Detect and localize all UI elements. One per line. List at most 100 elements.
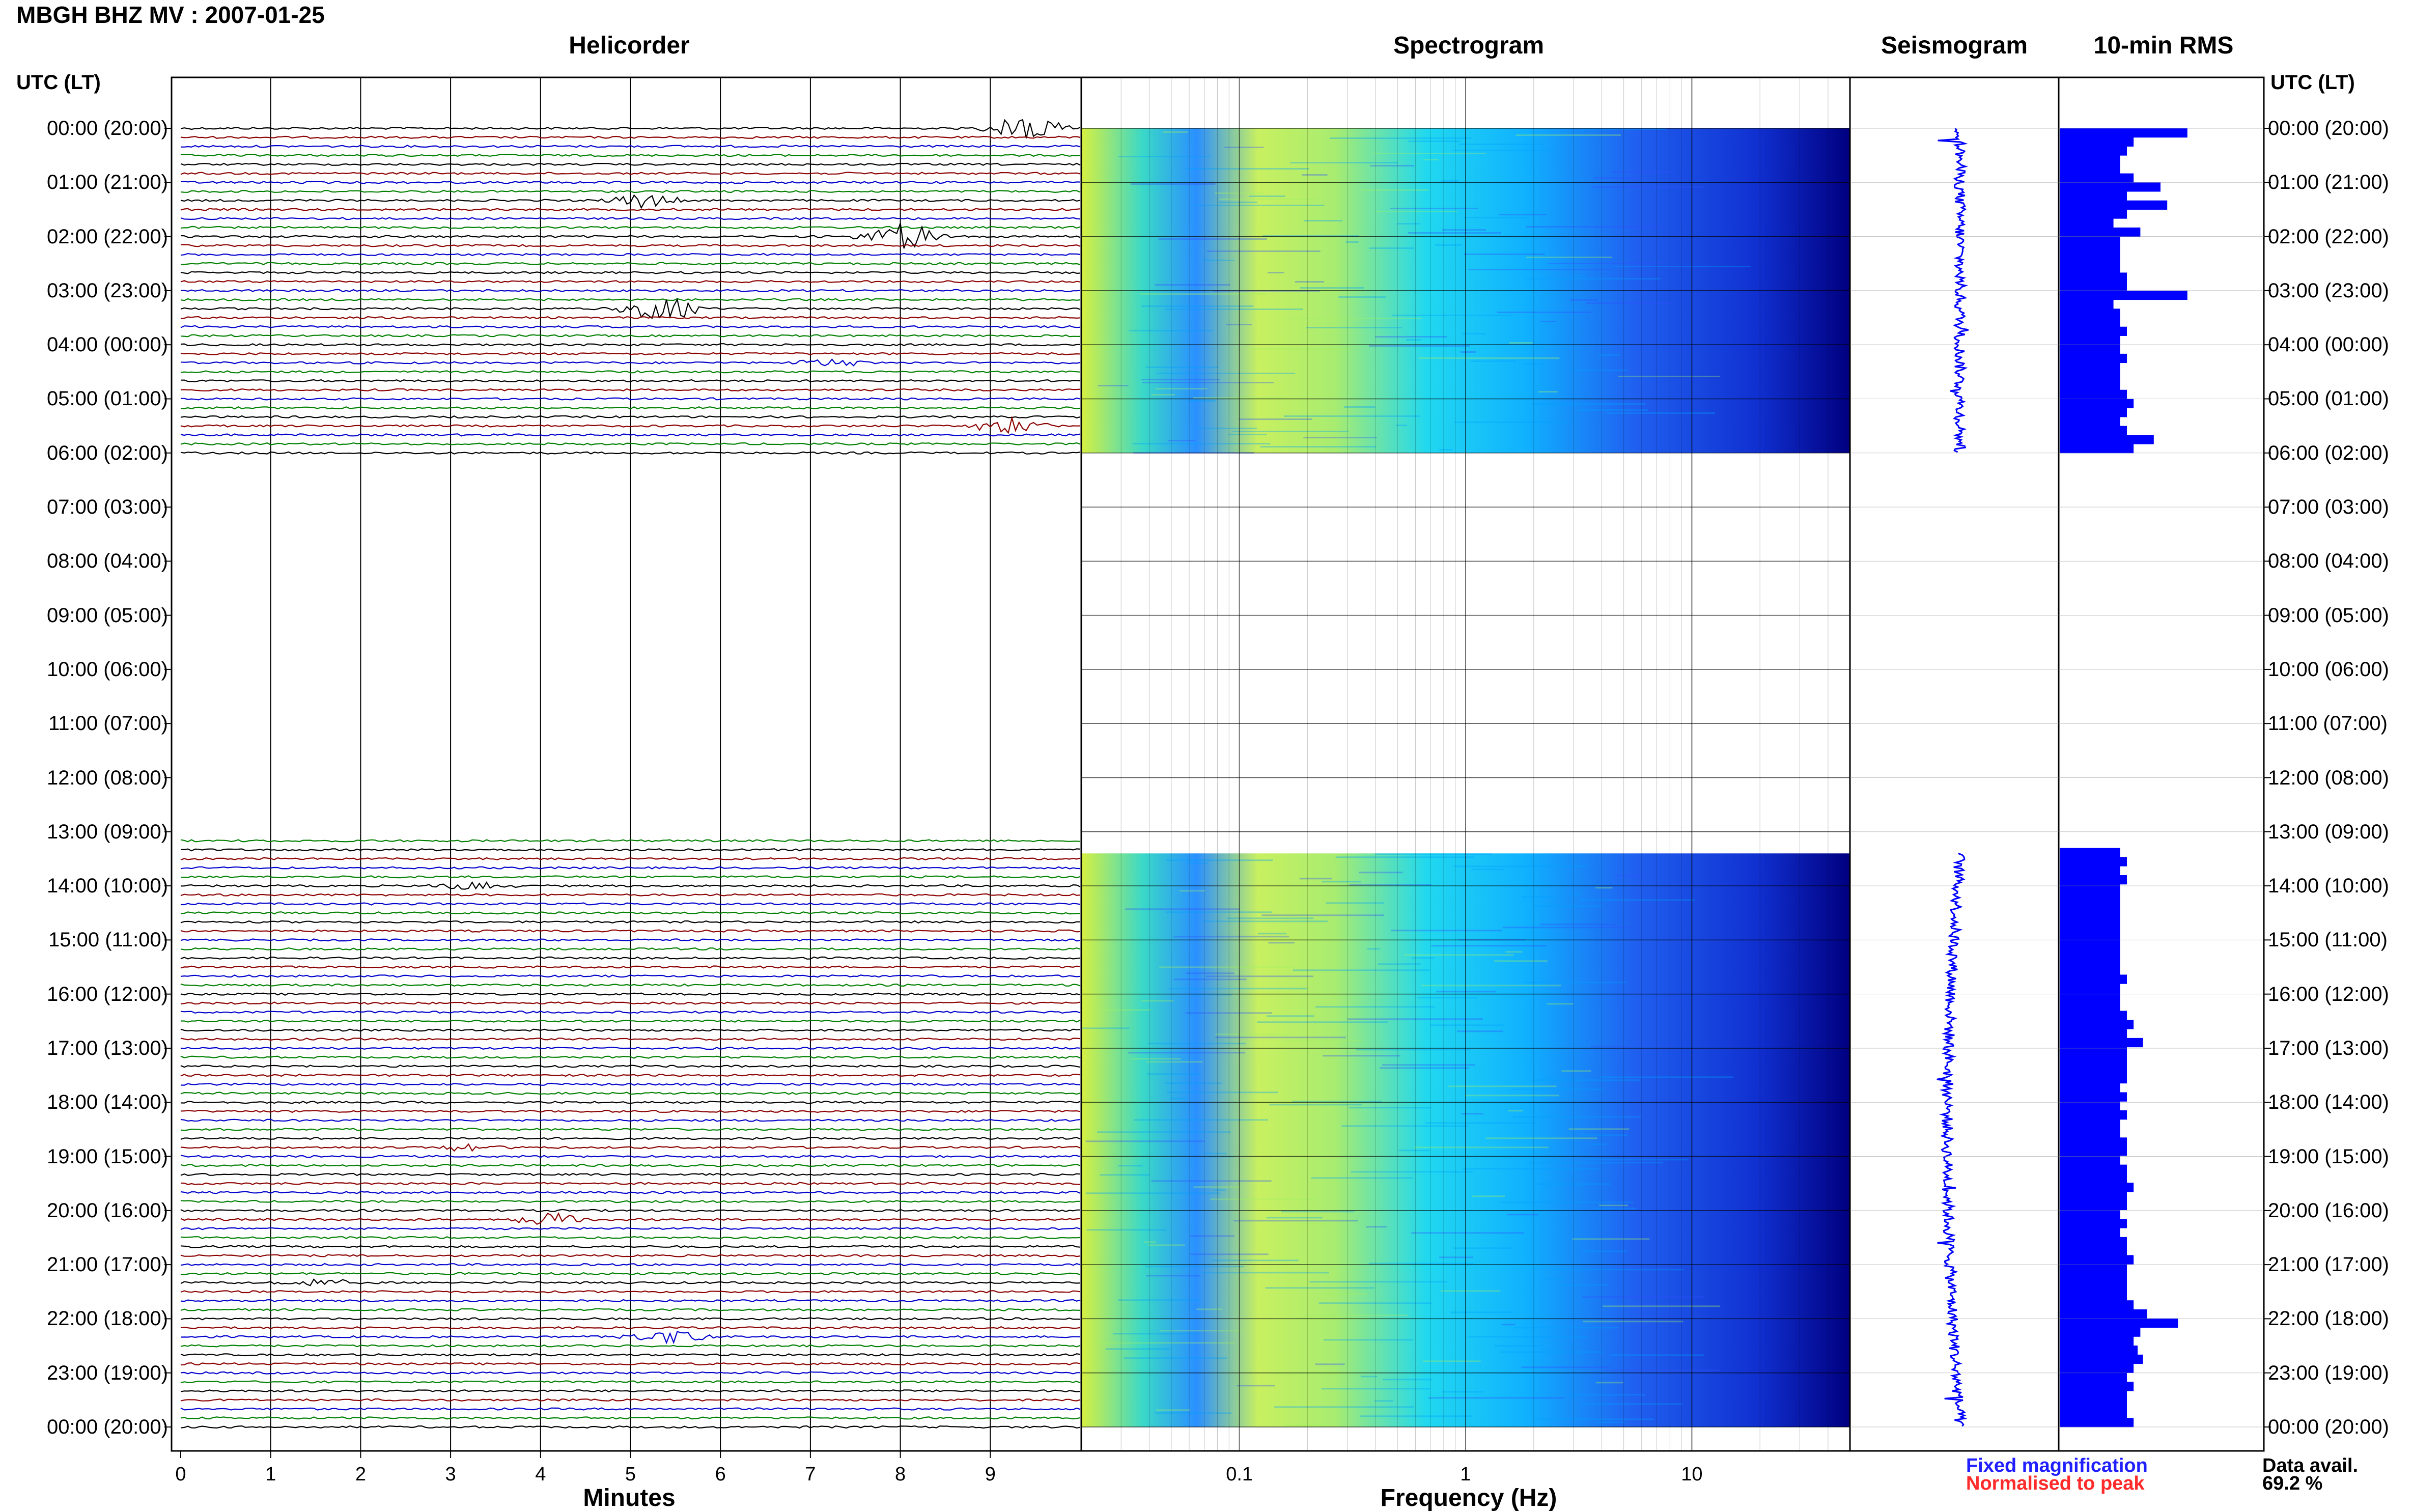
spectrogram-streak — [1430, 1024, 1504, 1026]
helicorder-trace — [180, 1263, 1081, 1267]
spectrogram-streak — [1596, 1421, 1625, 1423]
spectrogram-streak — [1526, 278, 1661, 279]
helicorder-title: Helicorder — [569, 32, 690, 59]
spectrogram-streak — [1511, 1088, 1604, 1090]
spectrogram-streak — [1613, 266, 1751, 267]
rms-bar — [2060, 372, 2120, 381]
rms-bar — [2060, 1183, 2134, 1192]
helicorder-trace — [180, 1227, 1081, 1230]
time-label-right: 10:00 (06:00) — [2268, 658, 2389, 681]
spectrogram-streak — [1141, 1000, 1174, 1002]
rms-bar — [2060, 173, 2134, 183]
spectrogram-streak — [1262, 235, 1359, 237]
spectrogram-streak — [1526, 257, 1612, 258]
helicorder-trace — [180, 1109, 1081, 1113]
rms-bar — [2060, 965, 2120, 975]
spectrogram-streak — [1160, 1330, 1243, 1332]
spectrogram-streak — [1142, 382, 1274, 383]
time-label-right: 00:00 (20:00) — [2268, 1416, 2389, 1438]
spectrogram-streak — [1441, 180, 1459, 182]
helicorder-trace — [180, 343, 1081, 347]
rms-bar — [2060, 984, 2120, 993]
rms-frame — [2058, 76, 2265, 1452]
spectrogram-streak — [1207, 250, 1321, 252]
spectrogram-streak — [1439, 1256, 1473, 1258]
spectrogram-streak — [1326, 902, 1385, 904]
rms-bar — [2060, 353, 2127, 363]
spectrogram-streak — [1582, 128, 1667, 130]
spectrogram-streak — [1155, 388, 1207, 389]
spectrogram-streak — [1321, 1293, 1367, 1295]
helicorder-trace — [180, 938, 1081, 942]
rms-bar — [2060, 920, 2120, 930]
spectrogram-streak — [1458, 144, 1541, 145]
helicorder-frame — [171, 76, 1082, 1452]
rms-bar — [2060, 1418, 2134, 1427]
helicorder-trace — [180, 1317, 1081, 1321]
time-label-left: 18:00 (14:00) — [47, 1091, 168, 1114]
spectrogram-streak — [1494, 1345, 1541, 1347]
rms-bar — [2060, 381, 2120, 390]
helicorder-trace — [180, 947, 1081, 951]
spectrogram-streak — [1497, 312, 1591, 313]
hour-gridlines — [164, 128, 2271, 1427]
rms-bar — [2060, 389, 2127, 399]
spectrogram-streak — [1378, 963, 1421, 965]
spectrogram-streak — [1411, 1232, 1524, 1234]
spectrogram-streak — [1293, 969, 1430, 971]
spectrogram-streak — [1448, 1085, 1557, 1087]
spectrogram-streak — [1227, 917, 1314, 919]
spectrogram-streak — [1163, 131, 1188, 133]
spectrogram-streak — [1419, 357, 1560, 359]
helicorder-trace — [180, 334, 1081, 338]
rms-bar — [2060, 200, 2168, 210]
time-label-right: 18:00 (14:00) — [2268, 1091, 2389, 1114]
spectrogram-streak — [1185, 168, 1309, 170]
time-label-right: 13:00 (09:00) — [2268, 820, 2389, 843]
spectrogram-streak — [1105, 1348, 1170, 1350]
spectrogram-streak — [1499, 214, 1547, 215]
helicorder-trace — [180, 1143, 1081, 1152]
rms-bar — [2060, 1291, 2127, 1301]
spectrogram-streak — [1614, 875, 1643, 877]
spectrogram-streak — [1526, 226, 1664, 228]
rms-bar — [2060, 218, 2114, 228]
rms-bar — [2060, 1083, 2120, 1093]
rms-bar — [2060, 1119, 2120, 1129]
spectrogram-streak — [1467, 1336, 1587, 1338]
spectrogram-streak — [1165, 309, 1304, 310]
time-label-left: 00:00 (20:00) — [47, 1416, 168, 1438]
helicorder-trace — [180, 1055, 1081, 1059]
spectrogram-streak — [1269, 1104, 1362, 1106]
rms-bar — [2060, 947, 2120, 957]
rms-bar — [2060, 1092, 2127, 1102]
helicorder-trace — [180, 911, 1081, 915]
helicorder-trace — [181, 289, 1081, 293]
spectrogram-panel — [1080, 76, 1851, 1452]
time-label-right: 22:00 (18:00) — [2268, 1307, 2389, 1330]
spectrogram-streak — [1318, 1302, 1432, 1304]
spectrogram-streak — [1304, 220, 1342, 221]
spectrogram-streak — [1494, 960, 1548, 962]
rms-bar — [2060, 911, 2120, 921]
time-label-left: 04:00 (00:00) — [47, 333, 168, 356]
spectrogram-streak — [1232, 431, 1349, 432]
spectrogram-streak — [1081, 1027, 1130, 1029]
helicorder-xtick: 0 — [175, 1464, 186, 1485]
spectrogram-streak — [1193, 994, 1232, 996]
rms-bar — [2060, 227, 2141, 237]
helicorder-trace — [180, 920, 1081, 924]
spectrogram-streak — [1549, 1269, 1684, 1271]
spectrogram-streak — [1284, 318, 1422, 319]
spectrogram-streak — [1303, 437, 1377, 438]
spectrogram-streak — [1096, 1342, 1235, 1344]
spectrogram-streak — [1151, 1180, 1272, 1182]
helicorder-xtick: 3 — [445, 1464, 456, 1485]
spectrogram-xtick: 0.1 — [1226, 1464, 1253, 1485]
spectrogram-streak — [1595, 887, 1613, 889]
rms-bar — [2060, 1219, 2127, 1228]
rms-bar — [2060, 1146, 2127, 1156]
spectrogram-streak — [1396, 223, 1420, 225]
spectrogram-streak — [1300, 1223, 1331, 1225]
